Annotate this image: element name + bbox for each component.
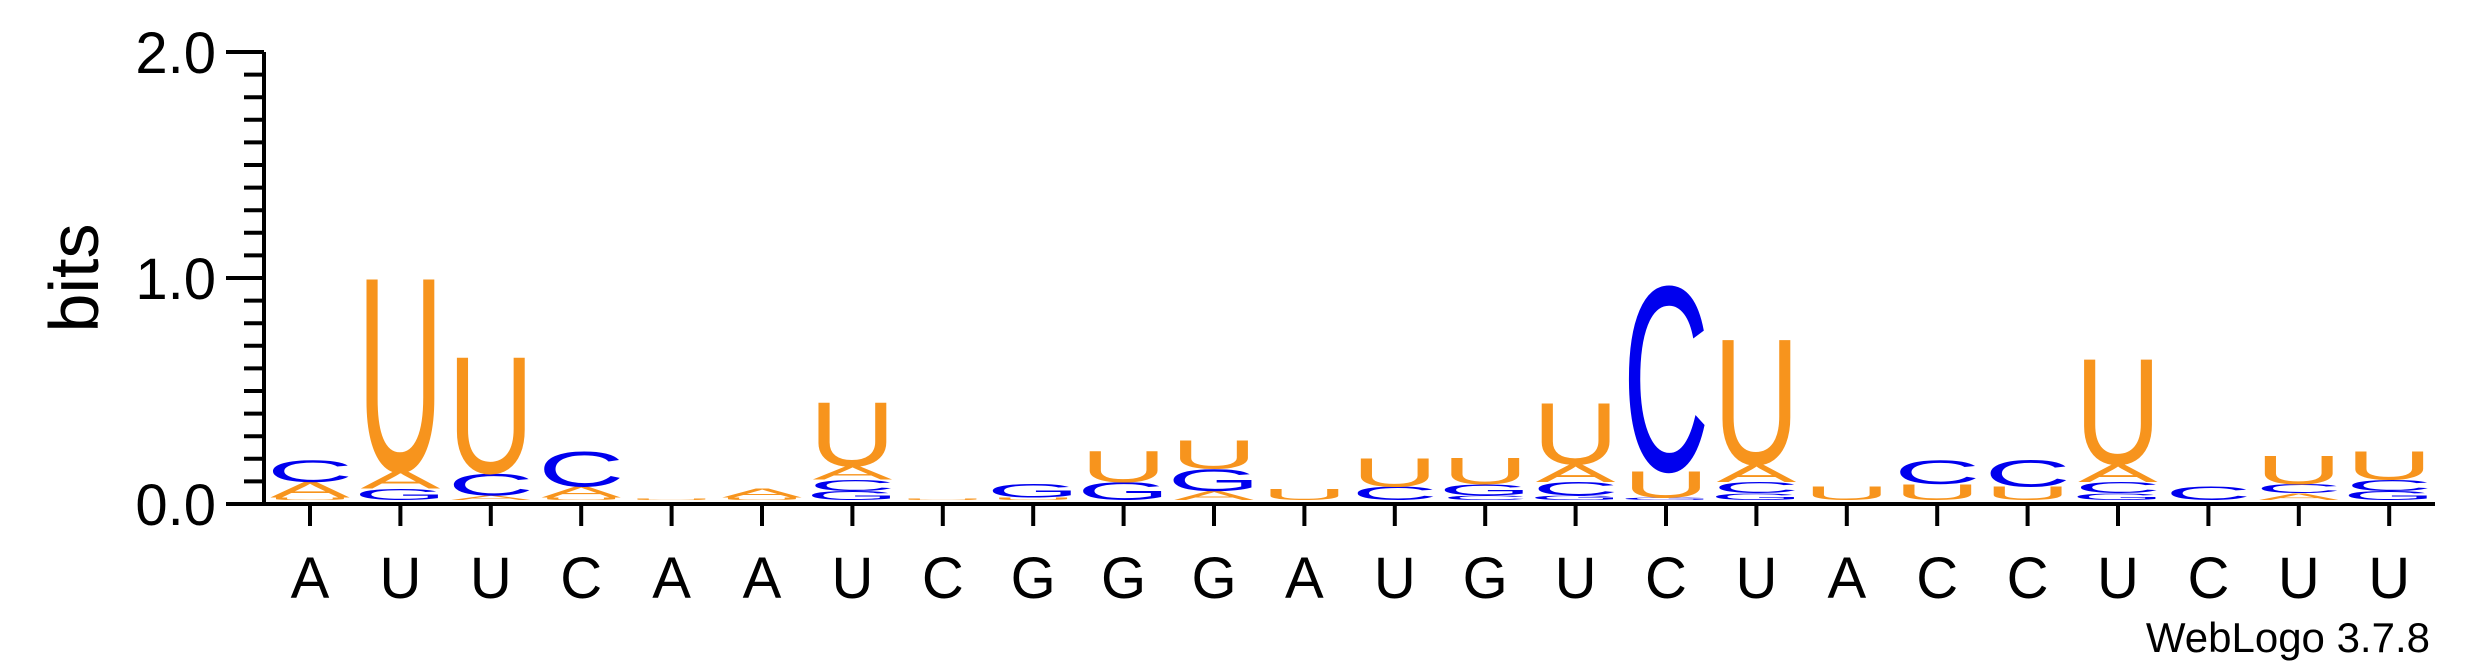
x-ticks bbox=[308, 504, 2392, 526]
logo-letter: U bbox=[1804, 483, 1890, 504]
logo-letter: A bbox=[2078, 459, 2158, 487]
logo-letter: U bbox=[2256, 447, 2342, 493]
logo-letter: G bbox=[1168, 462, 1261, 497]
logo-letter: C bbox=[1352, 483, 1438, 504]
logo-letter: G bbox=[806, 489, 899, 503]
x-tick-label: U bbox=[2278, 546, 2320, 611]
logo-letter: U bbox=[1080, 442, 1166, 492]
x-tick-label: A bbox=[291, 546, 330, 611]
x-tick-label: U bbox=[2097, 546, 2139, 611]
logo-letter: U bbox=[1352, 449, 1438, 495]
x-tick-label: U bbox=[379, 546, 421, 611]
x-tick-label: C bbox=[1645, 546, 1687, 611]
weblogo-credit: WebLogo 3.7.8 bbox=[2146, 614, 2430, 661]
logo-letter: U bbox=[1532, 385, 1618, 483]
logo-letter: A bbox=[1174, 489, 1254, 503]
logo-letter: U bbox=[719, 497, 805, 501]
logo-letter: A bbox=[270, 478, 351, 503]
logo-letter: A bbox=[1717, 459, 1797, 487]
logo-letter: G bbox=[354, 486, 447, 504]
x-tick-label: U bbox=[470, 546, 512, 611]
x-tick-label: C bbox=[2007, 546, 2049, 611]
logo-letter: U bbox=[1894, 480, 1980, 505]
logo-letter: U bbox=[1623, 464, 1709, 506]
logo-letter: G bbox=[1077, 477, 1170, 505]
logo-letter: C bbox=[1532, 479, 1618, 500]
x-tick-label: A bbox=[1827, 546, 1866, 611]
logo-letter: G bbox=[1439, 481, 1532, 499]
logo-letter: U bbox=[357, 220, 443, 531]
logo-letter: A bbox=[541, 484, 621, 502]
logo-letter: C bbox=[2256, 482, 2342, 496]
x-tick-label: U bbox=[1555, 546, 1597, 611]
x-tick-label: G bbox=[1463, 546, 1508, 611]
logo-letter: C bbox=[448, 467, 534, 502]
logo-letter: U bbox=[1984, 483, 2070, 504]
x-tick-label: C bbox=[560, 546, 602, 611]
logo-letter: C bbox=[1623, 231, 1709, 528]
logo-letter: U bbox=[628, 499, 714, 501]
x-tick-label: U bbox=[2368, 546, 2410, 611]
y-axis-label: bits bbox=[35, 224, 113, 333]
logo-letter: A bbox=[2259, 491, 2339, 502]
logo-letter: G bbox=[987, 481, 1080, 502]
logo-letter: G bbox=[1710, 491, 1803, 502]
logo-letter: C bbox=[1442, 494, 1528, 501]
y-tick-label: 2.0 bbox=[135, 21, 216, 86]
logo-letter: U bbox=[900, 499, 986, 501]
y-axis: 0.0 1.0 2.0 bits bbox=[35, 21, 266, 538]
logo-letter: C bbox=[2165, 483, 2251, 504]
logo-letter: A bbox=[451, 494, 531, 501]
logo-letter: U bbox=[1713, 302, 1799, 502]
logo-letter: A bbox=[1536, 459, 1616, 487]
logo-letter: U bbox=[990, 497, 1076, 501]
logo-letter: A bbox=[361, 466, 441, 494]
logo-letter: U bbox=[1171, 431, 1257, 477]
logo-letter: U bbox=[1261, 486, 1347, 504]
x-tick-label: U bbox=[1735, 546, 1777, 611]
x-tick-label: U bbox=[1374, 546, 1416, 611]
x-tick-label: C bbox=[1916, 546, 1958, 611]
x-tick-label: A bbox=[1285, 546, 1324, 611]
logo-letter: U bbox=[448, 321, 534, 509]
logo-letter: C bbox=[809, 477, 895, 495]
logo-letter: U bbox=[267, 497, 353, 501]
y-ticks: 0.0 1.0 2.0 bbox=[135, 21, 264, 538]
logo-letter: C bbox=[538, 441, 624, 497]
logo-letter: A bbox=[722, 486, 802, 500]
x-tick-label: A bbox=[743, 546, 782, 611]
x-tick-label: G bbox=[1011, 546, 1056, 611]
logo-letter: U bbox=[1442, 450, 1528, 492]
x-tick-label: C bbox=[922, 546, 964, 611]
logo-letter: C bbox=[1984, 452, 2070, 494]
logo-letter: C bbox=[267, 453, 353, 488]
logo-letter: C bbox=[1894, 453, 1980, 492]
logo-letter: C bbox=[2075, 479, 2161, 497]
y-tick-label: 0.0 bbox=[135, 473, 216, 538]
x-tick-label: A bbox=[652, 546, 691, 611]
x-tick-label: G bbox=[1191, 546, 1236, 611]
logo-letter: G bbox=[2072, 491, 2165, 502]
logo-letter: C bbox=[2346, 477, 2432, 495]
logo-letter: A bbox=[813, 463, 893, 484]
logo-letter: C bbox=[1713, 479, 1799, 497]
logo-letter: U bbox=[2346, 442, 2432, 488]
logo-letter: U bbox=[809, 384, 895, 486]
logo-letter: G bbox=[2343, 489, 2436, 503]
x-tick-label: G bbox=[1101, 546, 1146, 611]
y-tick-label: 1.0 bbox=[135, 247, 216, 312]
logo-letter: U bbox=[2075, 327, 2161, 496]
logo-letter: G bbox=[1529, 494, 1622, 501]
x-tick-label: U bbox=[831, 546, 873, 611]
logo-letter: U bbox=[538, 497, 624, 501]
logo-letter: G bbox=[1620, 497, 1713, 501]
x-tick-label: C bbox=[2187, 546, 2229, 611]
